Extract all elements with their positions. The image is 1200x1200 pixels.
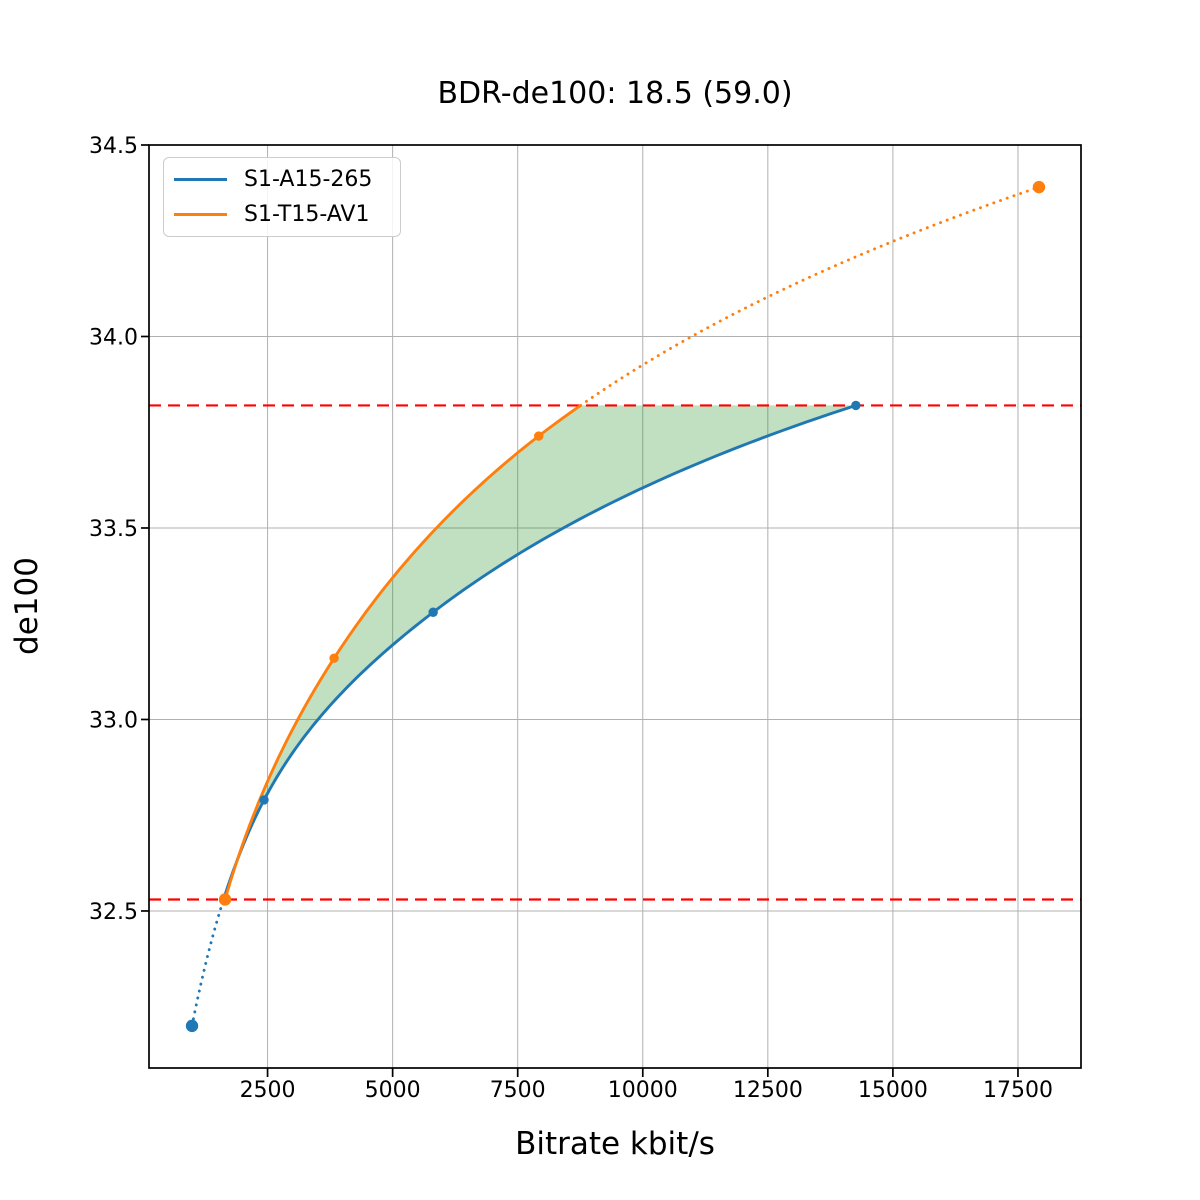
series-blue-solid [222,404,857,900]
chart-title: BDR-de100: 18.5 (59.0) [437,76,793,111]
tick-marks [141,144,1019,1077]
series-blue-dotted [190,898,226,1028]
data-point [259,795,269,805]
legend-line-swatch [174,178,227,181]
legend-item-s1-a15-265: S1-A15-265 [174,166,400,192]
y-tick-label: 34.0 [89,325,138,350]
legend-label: S1-T15-AV1 [244,201,370,227]
data-point [185,1019,199,1033]
legend: S1-A15-265 S1-T15-AV1 [163,157,401,237]
legend-line-swatch [174,213,227,216]
x-tick-label: 15000 [858,1078,928,1103]
series-markers [218,180,1046,906]
data-point [428,607,438,617]
data-point [851,400,861,411]
plot-border [148,144,1082,1069]
bd-gap-fill [225,405,856,900]
y-tick-label: 34.5 [89,134,138,159]
tick-labels: 2500 5000 7500 10000 12500 15000 17500 32.5 33.0… [89,134,1053,1103]
data-point [218,893,232,906]
series-markers [185,400,861,1033]
x-tick-label: 17500 [983,1078,1053,1103]
x-tick-label: 5000 [365,1078,421,1103]
legend-label: S1-A15-265 [244,166,373,192]
legend-item-s1-t15-av1: S1-T15-AV1 [174,201,400,227]
x-axis-label: Bitrate kbit/s [515,1126,715,1162]
gridlines [149,144,1081,1068]
x-tick-label: 2500 [240,1078,296,1103]
x-tick-label: 7500 [490,1078,546,1103]
y-tick-label: 33.5 [89,517,138,542]
x-tick-label: 12500 [733,1078,803,1103]
data-point [1032,180,1046,194]
x-tick-label: 10000 [608,1078,678,1103]
series-orange-dotted [579,185,1041,407]
y-tick-label: 33.0 [89,708,138,733]
y-tick-label: 32.5 [89,900,138,925]
data-point [534,431,544,441]
data-point [329,653,339,663]
